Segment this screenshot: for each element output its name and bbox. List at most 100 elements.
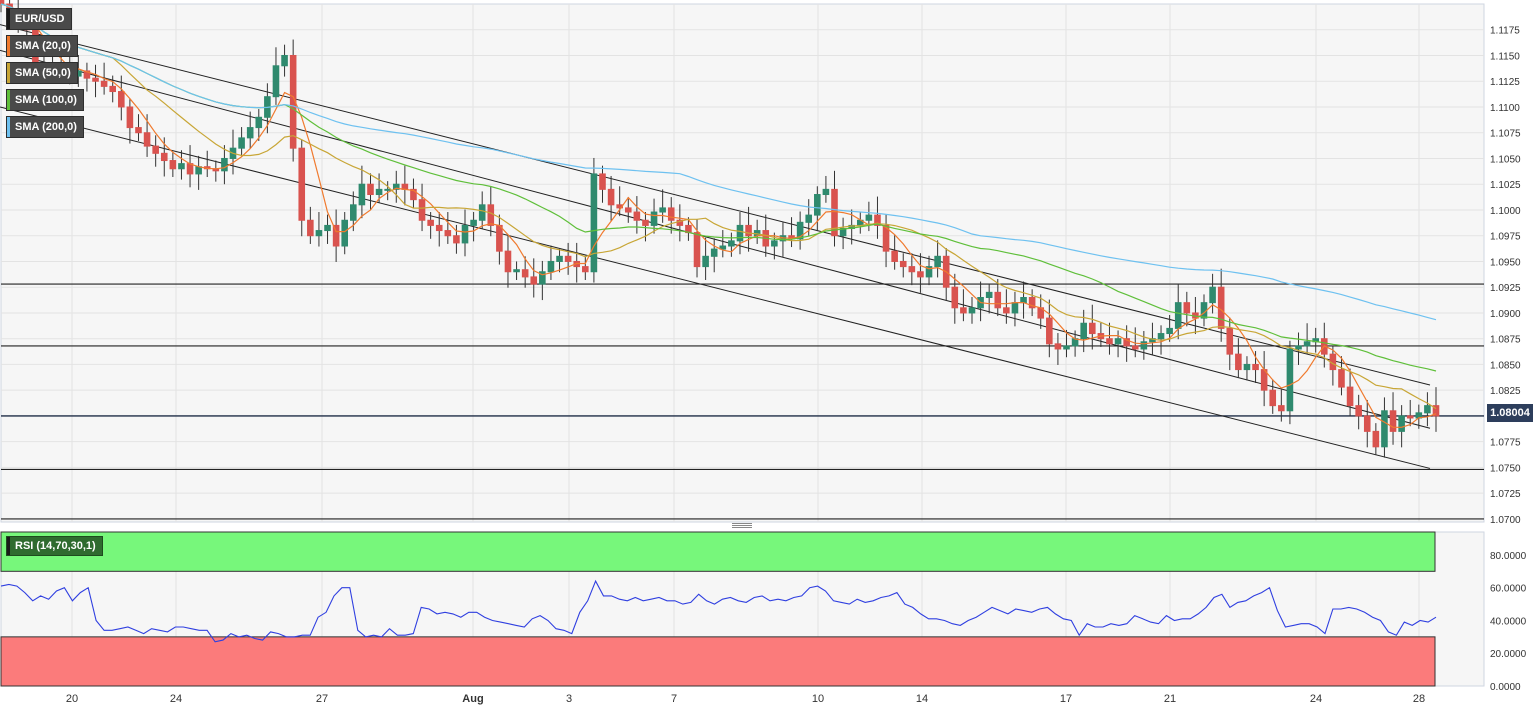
candle-body	[934, 255, 941, 268]
candle-body	[582, 266, 589, 273]
x-axis-tick-label: 27	[316, 693, 328, 705]
x-axis-tick-label: 10	[812, 693, 824, 705]
price-axis-tick-label: 1.0775	[1490, 438, 1521, 449]
x-axis-tick-label: 20	[66, 693, 78, 705]
rsi-swatch	[7, 537, 10, 555]
candle-body	[496, 224, 503, 252]
candle-body	[1372, 430, 1380, 448]
candle-body	[272, 65, 280, 98]
candle-body	[1106, 338, 1113, 345]
rsi-overbought-zone	[0, 531, 1436, 572]
candle-body	[367, 183, 374, 196]
candle-body	[599, 173, 606, 190]
rsi-axis-tick-label: 0.0000	[1490, 682, 1521, 693]
sma20-line	[0, 3, 1437, 428]
symbol-label: EUR/USD	[15, 13, 65, 25]
candle-body	[891, 250, 898, 262]
candle-body	[238, 137, 245, 149]
sma200-swatch	[7, 117, 10, 137]
candle-body	[564, 255, 572, 262]
candle-body	[642, 219, 649, 226]
candle-body	[539, 271, 546, 285]
candle-body	[556, 255, 563, 262]
candle-body	[375, 188, 383, 196]
symbol-badge[interactable]: EUR/USD	[6, 8, 72, 30]
candle-body	[771, 240, 778, 247]
candle-body	[1046, 317, 1053, 345]
candle-body	[710, 248, 718, 257]
candle-body	[1389, 410, 1397, 432]
candle-body	[882, 224, 890, 252]
candle-body	[1355, 405, 1362, 417]
price-axis-tick-label: 1.0725	[1490, 489, 1521, 500]
candle-body	[865, 214, 873, 221]
rsi-axis-tick-label: 80.0000	[1490, 551, 1527, 562]
candle-body	[1166, 327, 1173, 335]
legend-sma20[interactable]: SMA (20,0)	[6, 35, 78, 57]
candle-body	[83, 70, 91, 79]
sma20-swatch	[7, 36, 10, 56]
candle-body	[1131, 345, 1139, 350]
price-axis-tick-label: 1.0700	[1490, 515, 1521, 526]
candle-body	[410, 188, 417, 201]
price-axis-tick-label: 1.1100	[1490, 103, 1520, 114]
sma20-label: SMA (20,0)	[15, 40, 71, 52]
candle-body	[925, 266, 933, 278]
candle-body	[418, 199, 426, 221]
legend-sma100[interactable]: SMA (100,0)	[6, 89, 84, 111]
candle-body	[736, 224, 744, 242]
candle-body	[435, 224, 443, 232]
candle-body	[444, 230, 452, 237]
x-axis-tick-label: 24	[1310, 693, 1322, 705]
rsi-oversold-zone	[0, 636, 1436, 687]
candle-body	[1278, 405, 1285, 412]
candle-body	[1020, 296, 1027, 304]
sma200-label: SMA (200,0)	[15, 121, 77, 133]
legend-sma200[interactable]: SMA (200,0)	[6, 116, 84, 138]
candle-body	[315, 230, 323, 237]
candle-body	[487, 204, 495, 226]
candle-body	[478, 204, 486, 221]
candle-body	[1003, 307, 1010, 314]
channel-line	[0, 49, 1431, 429]
candle-body	[1286, 348, 1294, 412]
candle-body	[659, 207, 666, 213]
candle-body	[1363, 415, 1371, 432]
legend-sma50[interactable]: SMA (50,0)	[6, 62, 78, 84]
pane-splitter-handle[interactable]	[732, 522, 752, 529]
price-axis-tick-label: 1.1025	[1490, 180, 1521, 191]
candle-body	[719, 245, 727, 250]
sma50-swatch	[7, 63, 10, 83]
rsi-axis-tick-label: 60.0000	[1490, 584, 1527, 595]
price-axis-tick-label: 1.0750	[1490, 463, 1521, 474]
candle-body	[160, 152, 168, 162]
candle-body	[92, 77, 99, 82]
candle-body	[126, 106, 134, 129]
candle-body	[1226, 327, 1234, 355]
rsi-label: RSI (14,70,30,1)	[15, 540, 96, 552]
candle-body	[470, 219, 477, 226]
candle-body	[1140, 341, 1148, 350]
x-axis-tick-label: 3	[566, 693, 572, 705]
price-axis-tick-label: 1.0875	[1490, 335, 1521, 346]
candle-body	[461, 224, 469, 244]
candle-body	[1063, 345, 1070, 350]
sma100-label: SMA (100,0)	[15, 94, 77, 106]
x-axis-tick-label: 21	[1164, 693, 1176, 705]
candle-body	[1028, 296, 1036, 309]
price-axis-tick-label: 1.0900	[1490, 309, 1521, 320]
candle-body	[1209, 286, 1216, 304]
x-axis-tick-label: 28	[1413, 693, 1425, 705]
sma100-swatch	[7, 90, 10, 110]
sma50-label: SMA (50,0)	[15, 67, 71, 79]
rsi-axis-tick-label: 20.0000	[1490, 649, 1527, 660]
x-axis-tick-label: 17	[1060, 693, 1072, 705]
channel-line	[0, 106, 1431, 469]
candle-body	[676, 219, 684, 226]
price-axis-tick-label: 1.0950	[1490, 257, 1521, 268]
x-axis-tick-label: 7	[671, 693, 677, 705]
rsi-legend[interactable]: RSI (14,70,30,1)	[6, 536, 103, 556]
x-axis-tick-label: 14	[916, 693, 928, 705]
